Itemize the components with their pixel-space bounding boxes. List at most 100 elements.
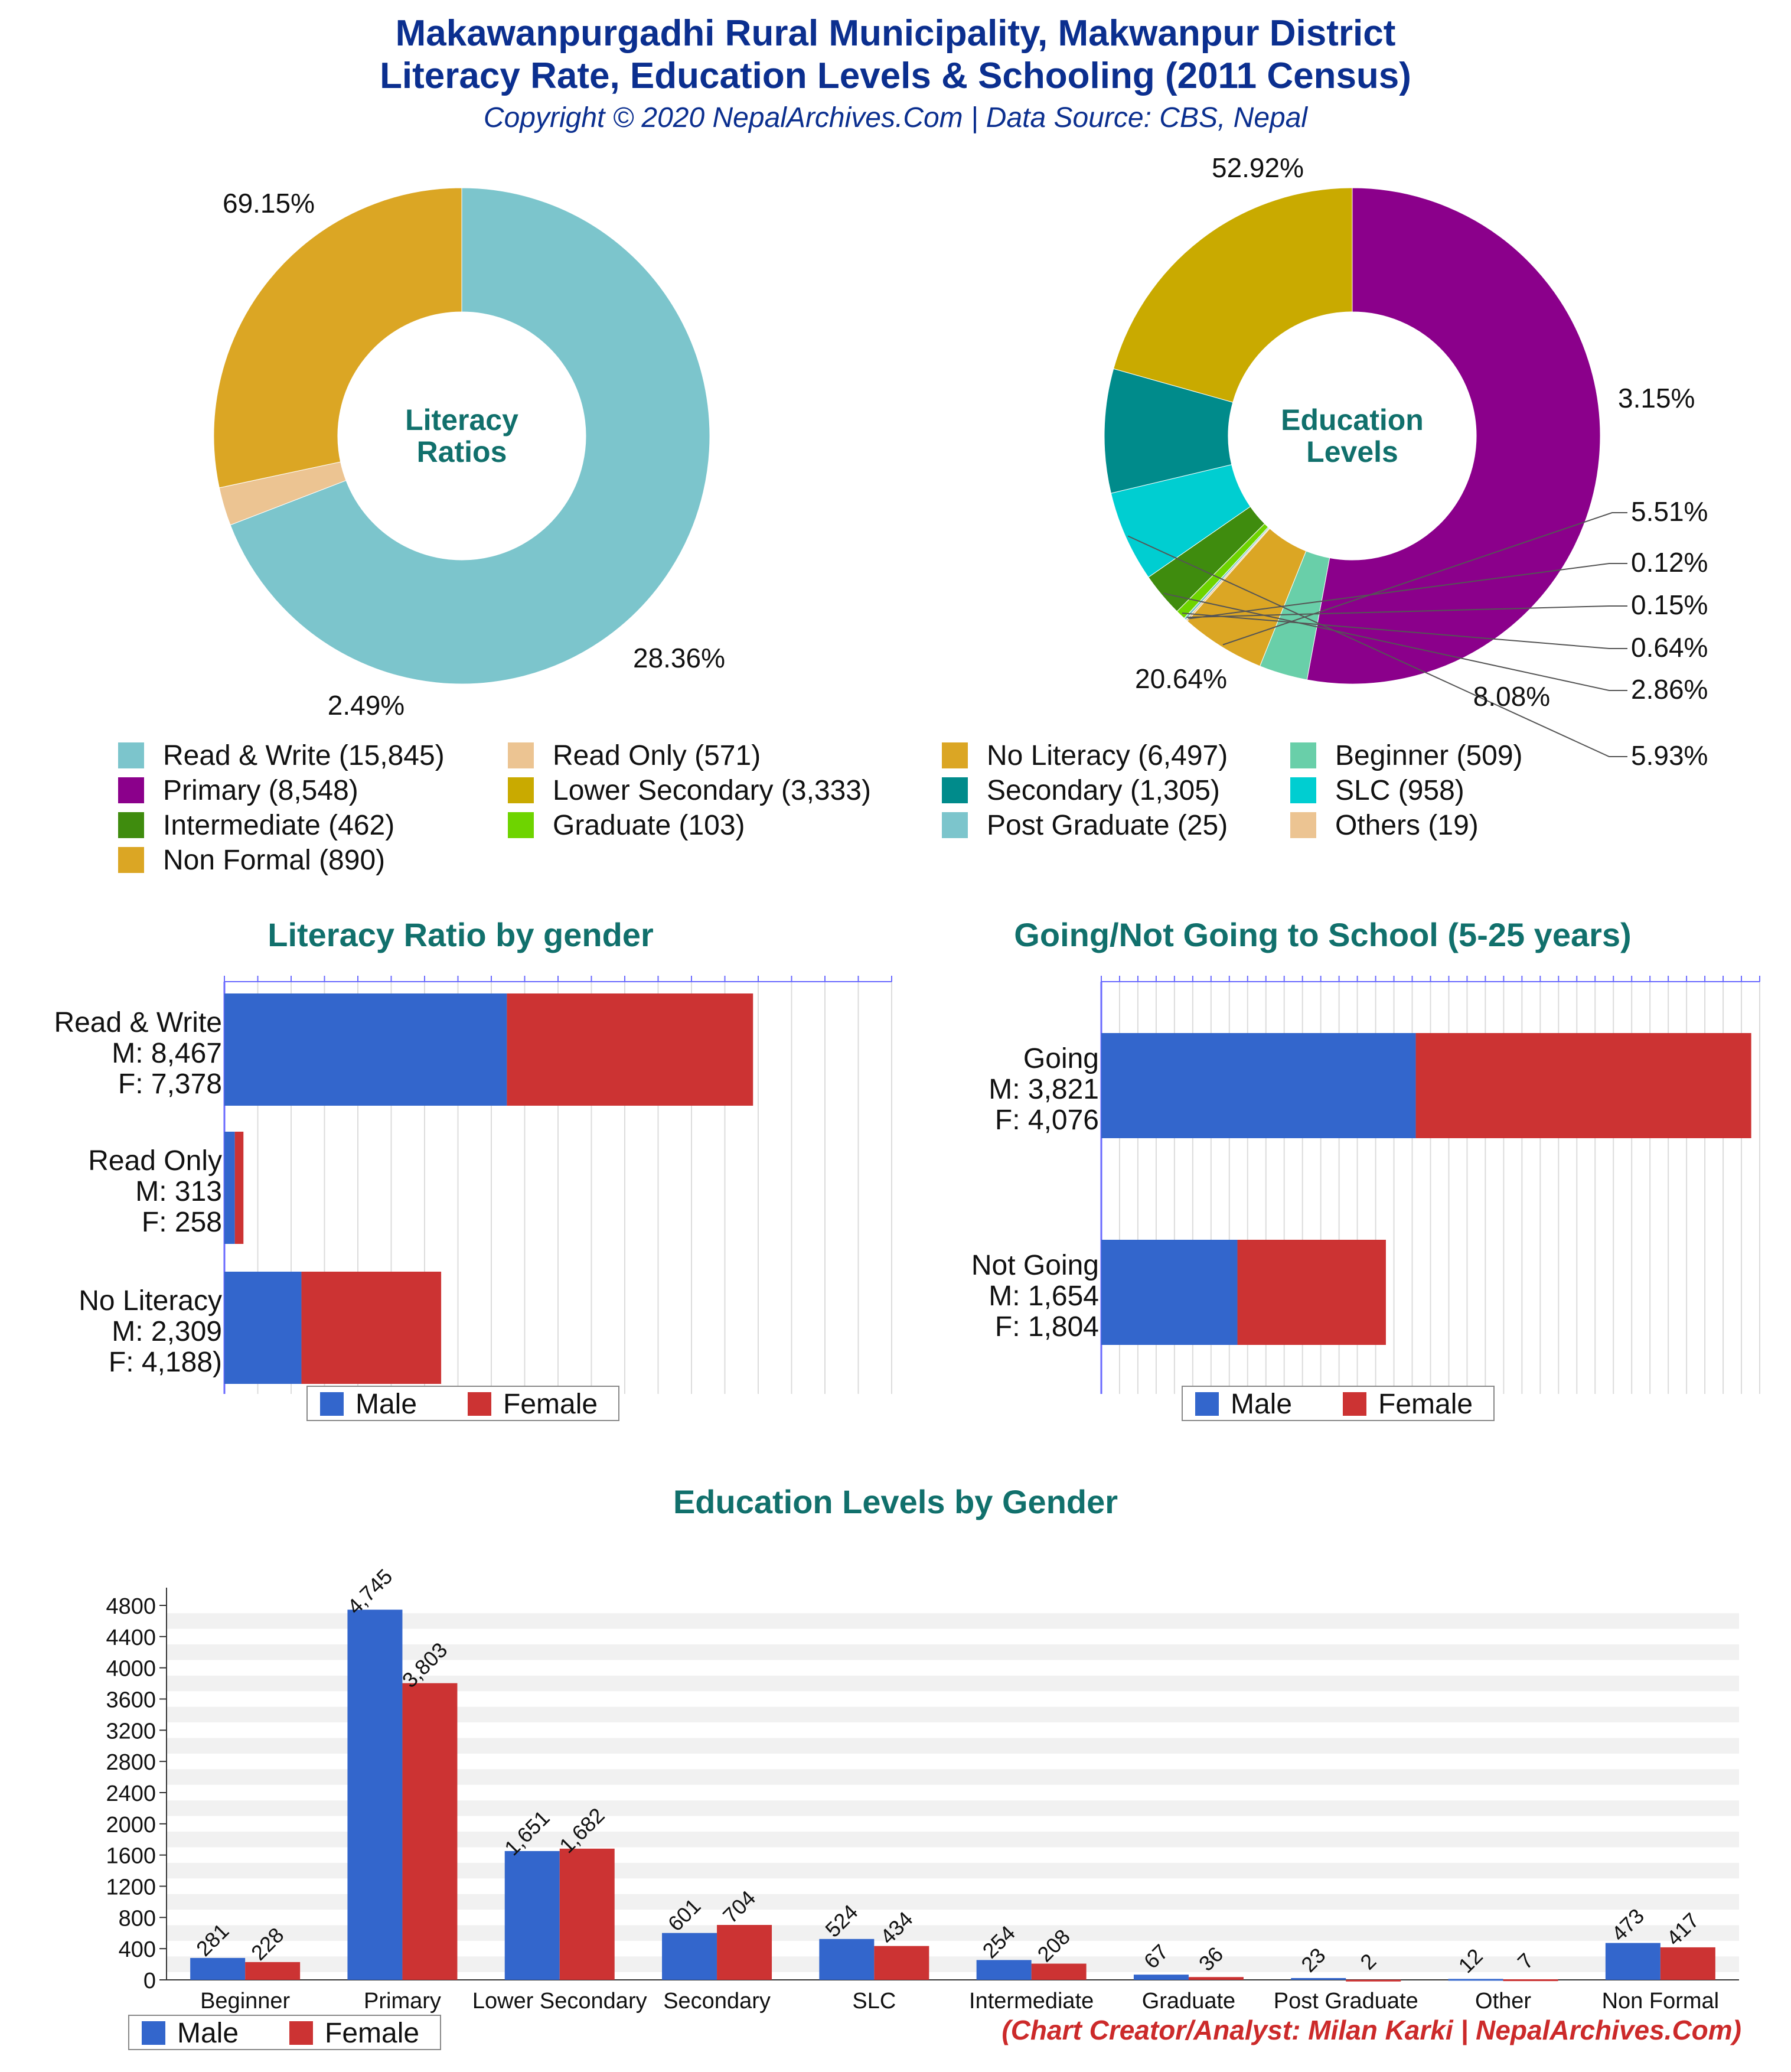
literacy-pie-slice-no-literacy [213, 187, 462, 488]
literacy-gender-category-label: F: 7,378 [118, 1068, 222, 1100]
legend-label: Graduate (103) [553, 810, 745, 841]
education-gender-category-label: Beginner [200, 1989, 290, 2014]
education-gender-data-label: 12 [1454, 1944, 1487, 1977]
literacy-pie-pct-label: 2.49% [328, 690, 404, 721]
literacy-gender-category-label: F: 258 [142, 1207, 222, 1238]
education-gender-category-label: Other [1475, 1989, 1531, 2014]
education-gender-bar-female [245, 1962, 301, 1980]
schooling-bar-male [1101, 1240, 1238, 1345]
education-pie-pct-label: 5.93% [1631, 740, 1708, 771]
schooling-bar-female [1415, 1033, 1751, 1138]
education-gender-category-label: Non Formal [1602, 1989, 1720, 2014]
education-pie-slice-lower-secondary [1113, 187, 1353, 403]
literacy-pie-pct-label: 28.36% [633, 643, 725, 673]
education-gender-ytick-label: 2800 [106, 1750, 156, 1775]
legend-swatch [508, 777, 534, 803]
literacy-gender-category-label: M: 8,467 [112, 1038, 222, 1069]
education-gender-legend-female-swatch [289, 2021, 313, 2045]
education-pie-pct-label: 0.64% [1631, 632, 1708, 663]
legend-swatch [118, 777, 144, 803]
education-gender-bar-female [402, 1683, 458, 1980]
literacy-gender-bar-male [224, 993, 507, 1106]
legend-label: No Literacy (6,497) [987, 740, 1228, 771]
literacy-gender-bar-male [224, 1132, 235, 1244]
education-gender-bar-female [559, 1848, 615, 1980]
legend-swatch [942, 777, 968, 803]
schooling-category-label: Not Going [971, 1250, 1099, 1281]
literacy-gender-legend-male: Male [355, 1389, 417, 1420]
literacy-gender-category-label: Read Only [88, 1145, 222, 1177]
credit-text: (Chart Creator/Analyst: Milan Karki | Ne… [1001, 2015, 1741, 2045]
literacy-gender-legend-box [306, 1386, 619, 1421]
education-gender-category-label: Primary [364, 1989, 441, 2014]
legend-label: SLC (958) [1335, 775, 1464, 806]
literacy-gender-bar-female [234, 1132, 244, 1244]
legend-label: Post Graduate (25) [987, 810, 1228, 841]
literacy-gender-title: Literacy Ratio by gender [267, 916, 654, 953]
education-gender-legend-female: Female [325, 2018, 419, 2049]
legend-label: Secondary (1,305) [987, 775, 1220, 806]
education-gender-bar-male [504, 1851, 560, 1980]
education-pie-leader-line [1127, 535, 1627, 757]
literacy-gender-legend-female: Female [503, 1389, 598, 1420]
copyright-text: Copyright © 2020 NepalArchives.Com | Dat… [483, 102, 1308, 133]
legend-swatch [942, 812, 968, 838]
schooling-bar-female [1237, 1240, 1386, 1345]
title-line-2: Literacy Rate, Education Levels & School… [380, 56, 1411, 96]
education-gender-ytick-label: 400 [119, 1937, 156, 1962]
literacy-pie-slice-read-write [230, 187, 710, 685]
education-gender-ytick-label: 800 [119, 1906, 156, 1931]
education-pie-center-label: Education [1281, 403, 1424, 436]
education-gender-bar-female [1660, 1947, 1715, 1980]
education-pie-slice-primary [1306, 187, 1601, 685]
education-pie-pct-label: 5.51% [1631, 496, 1708, 527]
literacy-pie-center-label: Literacy [405, 403, 518, 436]
education-gender-bar-male [190, 1957, 246, 1980]
schooling-title: Going/Not Going to School (5-25 years) [1014, 916, 1632, 953]
education-gender-category-label: Intermediate [969, 1989, 1094, 2014]
title-line-1: Makawanpurgadhi Rural Municipality, Makw… [395, 13, 1396, 54]
education-gender-bar-male [976, 1960, 1032, 1980]
literacy-gender-category-label: Read & Write [54, 1007, 222, 1038]
schooling-legend-male: Male [1231, 1389, 1292, 1420]
schooling-category-label: F: 4,076 [995, 1105, 1099, 1136]
education-gender-data-label: 704 [718, 1885, 760, 1927]
schooling-bar-male [1101, 1033, 1416, 1138]
legend-swatch [942, 742, 968, 768]
schooling-legend-female: Female [1378, 1389, 1473, 1420]
literacy-gender-category-label: No Literacy [79, 1285, 222, 1317]
education-gender-bar-male [1133, 1975, 1189, 1980]
legend-label: Non Formal (890) [163, 845, 385, 876]
education-gender-category-label: Graduate [1142, 1989, 1235, 2014]
literacy-gender-bar-female [301, 1272, 442, 1384]
education-pie-leader-line [1186, 605, 1627, 618]
education-gender-bar-male [1448, 1979, 1503, 1981]
education-pie-leader-line [1163, 592, 1627, 691]
literacy-gender-legend-female-swatch [468, 1392, 491, 1416]
education-gender-data-label: 434 [875, 1907, 917, 1949]
legend-label: Primary (8,548) [163, 775, 358, 806]
education-gender-legend-male-swatch [142, 2021, 165, 2045]
literacy-pie-center-label: Ratios [417, 435, 507, 468]
education-pie-pct-label: 20.64% [1135, 663, 1227, 694]
legend-swatch [1290, 812, 1316, 838]
education-gender-ytick-label: 0 [143, 1969, 156, 1993]
literacy-gender-category-label: F: 4,188) [109, 1347, 222, 1378]
education-gender-ytick-label: 2000 [106, 1813, 156, 1838]
education-pie-leader-line [1182, 613, 1627, 649]
legend-label: Read & Write (15,845) [163, 740, 445, 771]
education-pie-pct-label: 3.15% [1618, 383, 1695, 413]
education-gender-ytick-label: 1200 [106, 1875, 156, 1900]
legend-swatch [508, 812, 534, 838]
education-gender-bar-female [1188, 1977, 1244, 1980]
education-gender-grid-band [167, 1644, 1739, 1660]
legend-swatch [1290, 742, 1316, 768]
education-gender-category-label: Secondary [663, 1989, 771, 2014]
legend-label: Others (19) [1335, 810, 1479, 841]
education-gender-bar-female [874, 1946, 929, 1980]
literacy-gender-bar-female [507, 993, 753, 1106]
legend-swatch [118, 812, 144, 838]
education-pie-pct-label: 52.92% [1212, 152, 1304, 183]
legend-swatch [118, 742, 144, 768]
